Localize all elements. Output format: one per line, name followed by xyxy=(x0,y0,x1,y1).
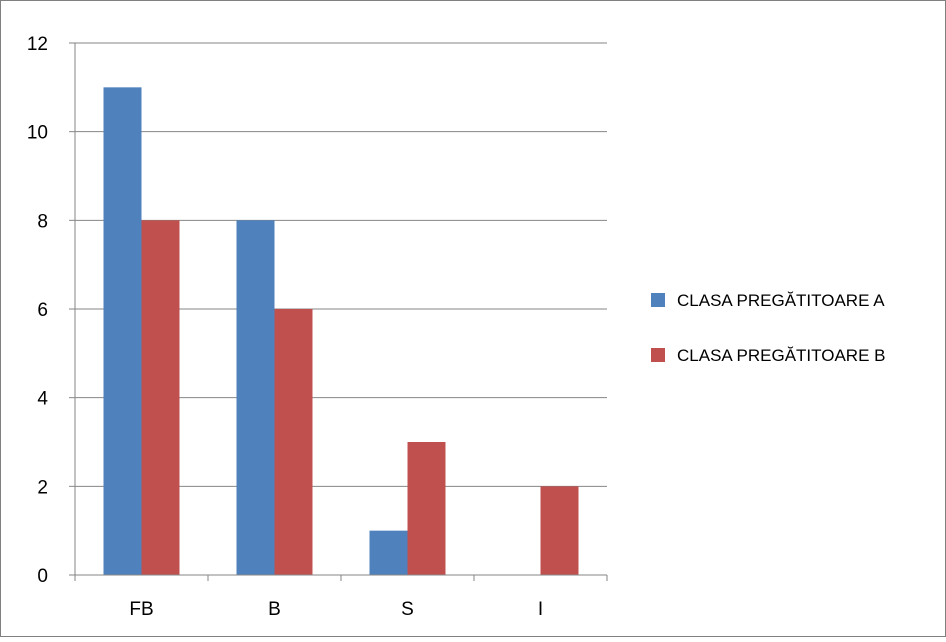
y-tick-label: 6 xyxy=(37,300,48,321)
y-tick-label: 8 xyxy=(37,211,48,232)
legend-swatch-1 xyxy=(651,293,665,307)
x-tick-label: B xyxy=(268,599,281,620)
legend-swatch-2 xyxy=(651,348,665,362)
bar-s-series-1 xyxy=(369,530,408,575)
axes xyxy=(69,42,608,581)
bar-b-series-2 xyxy=(274,309,313,575)
y-tick-label: 10 xyxy=(27,123,48,144)
bars xyxy=(103,87,579,576)
y-tick-labels: 0 2 4 6 8 10 12 xyxy=(27,34,49,587)
x-tick-labels: FB B S I xyxy=(129,599,543,620)
y-tick-label: 4 xyxy=(37,389,48,410)
x-tick-label: I xyxy=(538,599,543,620)
legend-label-1: CLASA PREGĂTITOARE A xyxy=(677,291,885,310)
bar-fb-series-2 xyxy=(141,220,180,576)
y-tick-label: 0 xyxy=(37,566,48,587)
legend-label-2: CLASA PREGĂTITOARE B xyxy=(677,346,885,365)
bar-s-series-2 xyxy=(407,442,446,575)
x-tick-label: S xyxy=(401,599,414,620)
legend: CLASA PREGĂTITOARE A CLASA PREGĂTITOARE B xyxy=(651,291,885,365)
bar-i-series-2 xyxy=(540,486,579,575)
y-tick-label: 12 xyxy=(27,34,48,55)
bar-fb-series-1 xyxy=(103,87,142,575)
y-tick-label: 2 xyxy=(37,477,48,498)
bar-b-series-1 xyxy=(236,220,275,576)
x-tick-label: FB xyxy=(129,599,153,620)
